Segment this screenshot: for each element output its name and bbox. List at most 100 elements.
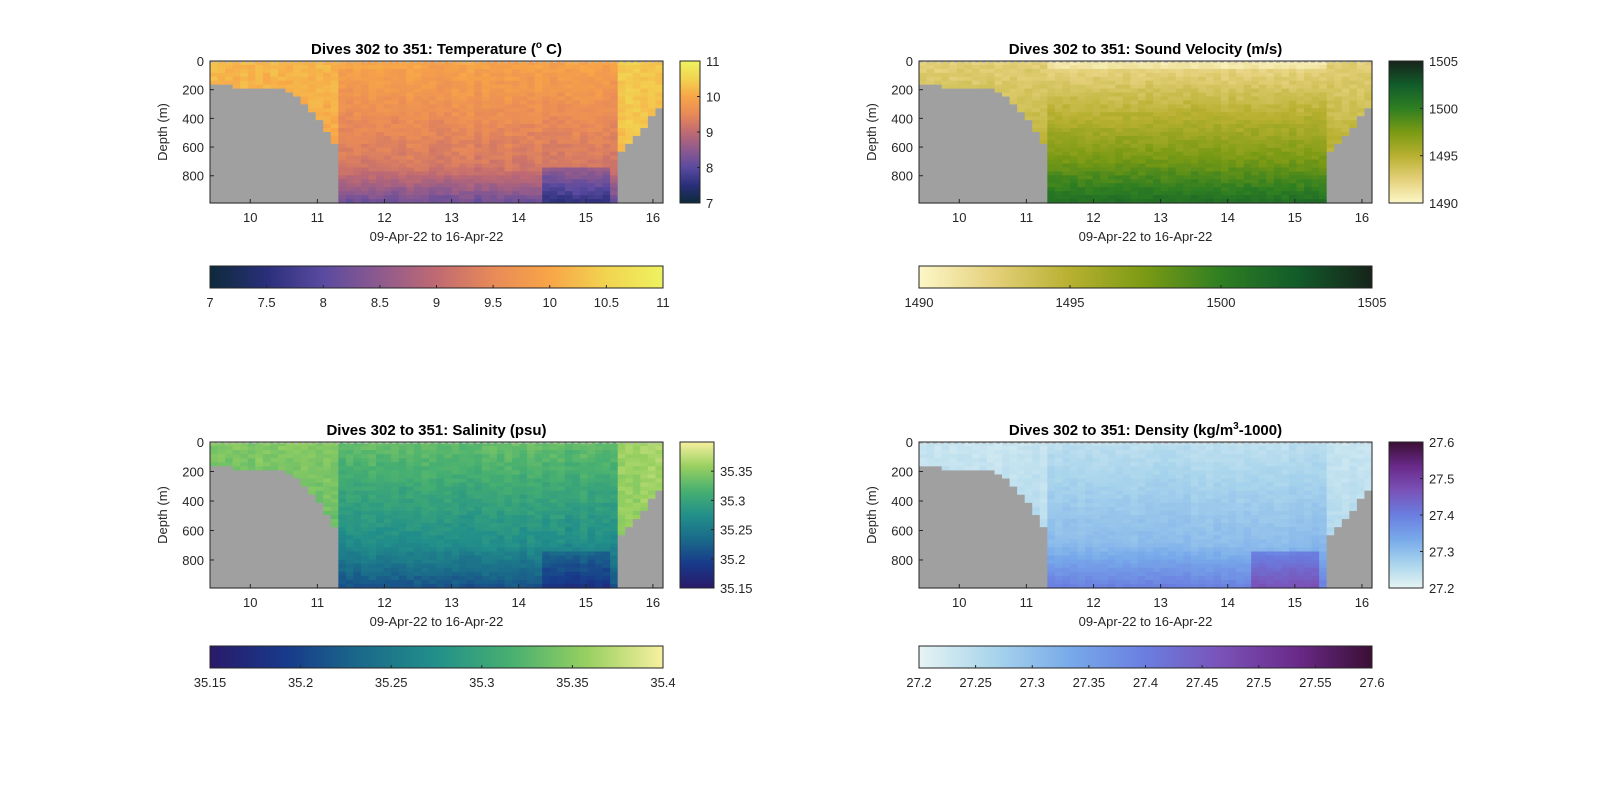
heatmap-cell: [595, 116, 604, 121]
heatmap-cell: [428, 167, 438, 173]
heatmap-cell: [519, 104, 528, 109]
heatmap-cell: [994, 195, 1003, 200]
heatmap-cell: [210, 155, 219, 161]
heatmap-cell: [496, 191, 506, 196]
heatmap-cell: [315, 506, 324, 512]
heatmap-cell: [557, 116, 566, 121]
heatmap-cell: [323, 191, 332, 196]
heatmap-cell: [210, 462, 219, 467]
heatmap-cell: [610, 124, 619, 129]
heatmap-cell: [1153, 64, 1162, 70]
heatmap-cell: [1092, 132, 1101, 137]
heatmap-cell: [655, 155, 664, 161]
heatmap-cell: [1296, 64, 1305, 70]
heatmap-cell: [232, 163, 241, 169]
heatmap-cell: [1326, 80, 1335, 86]
heatmap-cell: [610, 171, 619, 176]
heatmap-cell: [270, 116, 279, 121]
heatmap-cell: [617, 124, 626, 129]
heatmap-cell: [466, 116, 475, 121]
heatmap-cell: [579, 104, 589, 109]
heatmap-cell: [1032, 128, 1041, 133]
heatmap-cell: [986, 151, 996, 157]
heatmap-cell: [1311, 159, 1320, 165]
heatmap-cell: [368, 96, 377, 102]
heatmap-cell: [481, 128, 490, 133]
heatmap-cell: [1183, 68, 1192, 74]
heatmap-cell: [1190, 100, 1199, 105]
heatmap-cell: [602, 92, 611, 98]
heatmap-cell: [406, 175, 415, 180]
heatmap-cell: [496, 171, 506, 176]
heatmap-cell: [926, 183, 935, 188]
heatmap-cell: [1356, 112, 1366, 117]
heatmap-cell: [1288, 147, 1298, 153]
heatmap-cell: [353, 61, 362, 66]
heatmap-cell: [308, 547, 317, 553]
heatmap-cell: [587, 100, 596, 105]
heatmap-cell: [926, 61, 935, 66]
heatmap-cell: [489, 72, 498, 78]
heatmap-cell: [617, 84, 626, 90]
heatmap-cell: [1221, 61, 1230, 66]
heatmap-cell: [1160, 151, 1169, 157]
heatmap-cell: [949, 143, 958, 149]
heatmap-cell: [466, 155, 475, 161]
heatmap-cell: [1258, 159, 1267, 165]
heatmap-cell: [1243, 171, 1252, 176]
heatmap-cell: [956, 171, 965, 176]
heatmap-cell: [315, 100, 324, 105]
heatmap-cell: [1032, 72, 1041, 78]
heatmap-cell: [240, 96, 249, 102]
heatmap-cell: [466, 147, 475, 153]
heatmap-cell: [1326, 159, 1335, 165]
heatmap-cell: [285, 466, 294, 471]
heatmap-cell: [610, 84, 619, 90]
heatmap-cell: [225, 454, 234, 459]
heatmap-cell: [459, 147, 468, 153]
heatmap-cell: [519, 139, 528, 145]
heatmap-cell: [247, 555, 256, 561]
heatmap-cell: [1334, 132, 1343, 137]
heatmap-cell: [926, 100, 935, 105]
heatmap-cell: [240, 84, 249, 90]
heatmap-cell: [1009, 108, 1018, 113]
heatmap-cell: [240, 175, 249, 180]
heatmap-cell: [1228, 72, 1237, 78]
heatmap-cell: [1122, 84, 1131, 90]
heatmap-cell: [300, 462, 309, 467]
heatmap-cell: [1304, 139, 1313, 145]
heatmap-cell: [270, 523, 279, 528]
heatmap-cell: [428, 84, 438, 90]
heatmap-cell: [315, 571, 324, 577]
heatmap-cell: [986, 92, 996, 98]
heatmap-cell: [941, 195, 950, 200]
heatmap-cell: [1024, 191, 1033, 196]
heatmap-cell: [1039, 68, 1048, 74]
heatmap-cell: [1024, 68, 1033, 74]
heatmap-cell: [240, 195, 249, 200]
heatmap-cell: [481, 68, 490, 74]
heatmap-cell: [579, 116, 589, 121]
heatmap-cell: [240, 543, 249, 549]
heatmap-cell: [353, 80, 362, 86]
heatmap-cell: [1341, 199, 1350, 204]
heatmap-cell: [421, 112, 430, 117]
horizontal-colorbar-label: 1495: [1056, 295, 1085, 310]
heatmap-cell: [542, 112, 551, 117]
heatmap-cell: [232, 494, 241, 500]
heatmap-cell: [640, 155, 649, 161]
heatmap-cell: [210, 506, 219, 512]
heatmap-cell: [255, 575, 264, 581]
heatmap-cell: [300, 132, 309, 137]
heatmap-cell: [632, 163, 641, 169]
heatmap-cell: [1258, 112, 1267, 117]
heatmap-cell: [225, 84, 234, 90]
heatmap-cell: [1017, 80, 1026, 86]
heatmap-cell: [270, 139, 279, 145]
heatmap-cell: [315, 175, 324, 180]
heatmap-cell: [247, 571, 256, 577]
heatmap-cell: [300, 502, 309, 508]
heatmap-cell: [1304, 64, 1313, 70]
heatmap-cell: [617, 143, 626, 149]
